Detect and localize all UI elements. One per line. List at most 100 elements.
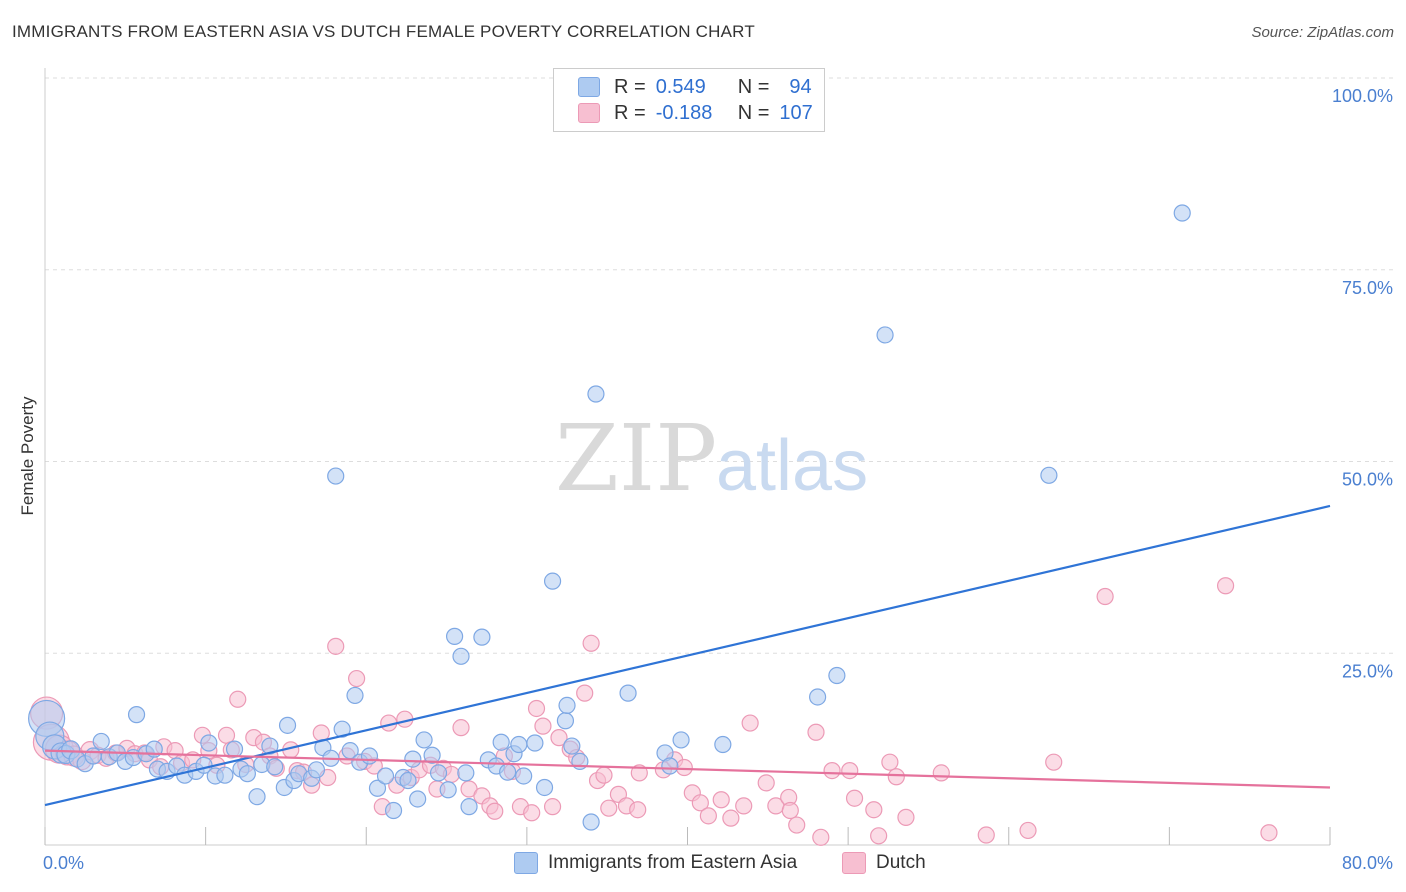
point-dutch[interactable] [712,791,730,809]
point-eastern-asia[interactable] [876,326,894,344]
point-dutch[interactable] [582,634,600,652]
point-dutch[interactable] [977,826,995,844]
point-eastern-asia[interactable] [404,750,422,768]
point-dutch[interactable] [576,684,594,702]
point-dutch[interactable] [523,804,541,822]
point-eastern-asia[interactable] [828,666,846,685]
point-eastern-asia[interactable] [460,798,478,816]
point-dutch[interactable] [543,798,562,816]
point-eastern-asia[interactable] [535,778,554,797]
grid-layer [45,77,1394,654]
point-dutch[interactable] [823,762,841,780]
point-dutch[interactable] [1096,587,1114,606]
legend-item-dutch[interactable]: Dutch [842,852,926,874]
point-eastern-asia[interactable] [515,767,533,785]
point-eastern-asia[interactable] [619,684,637,702]
point-eastern-asia[interactable] [307,761,326,779]
point-eastern-asia[interactable] [261,737,279,755]
point-eastern-asia[interactable] [216,766,234,784]
point-eastern-asia[interactable] [452,647,470,665]
point-eastern-asia[interactable] [558,696,576,715]
point-dutch[interactable] [1216,577,1235,595]
point-dutch[interactable] [722,809,740,827]
point-dutch[interactable] [1019,821,1037,840]
point-dutch[interactable] [807,723,825,741]
point-eastern-asia[interactable] [368,779,387,797]
point-eastern-asia[interactable] [127,706,146,724]
point-dutch[interactable] [595,766,613,784]
point-dutch[interactable] [1260,824,1278,842]
point-dutch[interactable] [881,753,899,771]
point-eastern-asia[interactable] [526,734,544,752]
point-dutch[interactable] [348,669,366,688]
point-eastern-asia[interactable] [399,771,417,790]
point-dutch[interactable] [327,637,345,655]
point-dutch[interactable] [741,714,759,732]
point-eastern-asia[interactable] [238,765,256,783]
point-eastern-asia[interactable] [384,801,403,820]
point-eastern-asia[interactable] [92,732,110,751]
point-dutch[interactable] [1045,753,1063,771]
point-eastern-asia[interactable] [672,731,690,749]
point-dutch[interactable] [691,794,709,812]
point-eastern-asia[interactable] [499,763,517,781]
point-eastern-asia[interactable] [661,757,679,775]
point-dutch[interactable] [527,699,546,718]
point-dutch[interactable] [845,789,864,807]
point-eastern-asia[interactable] [445,627,464,645]
point-eastern-asia[interactable] [360,747,379,765]
point-dutch[interactable] [812,828,830,846]
point-eastern-asia[interactable] [473,628,491,646]
point-dutch[interactable] [550,729,568,747]
point-eastern-asia[interactable] [510,735,528,754]
point-eastern-asia[interactable] [225,740,244,758]
point-eastern-asia[interactable] [556,712,575,730]
point-dutch[interactable] [629,801,647,819]
point-dutch[interactable] [229,690,247,708]
point-dutch[interactable] [630,764,648,782]
point-dutch[interactable] [865,801,883,819]
point-eastern-asia[interactable] [1040,466,1058,484]
point-eastern-asia[interactable] [415,731,433,749]
point-eastern-asia[interactable] [327,467,345,485]
point-eastern-asia[interactable] [492,733,510,751]
point-eastern-asia[interactable] [333,720,351,738]
point-eastern-asia[interactable] [809,688,827,706]
point-dutch[interactable] [870,827,888,845]
point-dutch[interactable] [534,717,552,735]
point-eastern-asia[interactable] [587,385,605,403]
point-eastern-asia[interactable] [563,737,581,755]
point-eastern-asia[interactable] [376,767,395,785]
point-eastern-asia[interactable] [266,758,284,776]
point-eastern-asia[interactable] [278,716,297,734]
point-eastern-asia[interactable] [248,788,266,806]
point-eastern-asia[interactable] [429,764,448,782]
point-dutch[interactable] [887,768,905,786]
legend-r-value: 0.549 [655,75,706,98]
point-dutch[interactable] [735,797,753,815]
y-tick-label: 75.0% [1342,278,1393,298]
legend-item-eastern-asia[interactable]: Immigrants from Eastern Asia [514,852,797,874]
point-eastern-asia[interactable] [84,747,102,765]
point-eastern-asia[interactable] [439,781,457,799]
point-dutch[interactable] [897,808,915,826]
point-dutch[interactable] [757,774,775,792]
point-dutch[interactable] [600,799,618,817]
point-dutch[interactable] [788,816,806,834]
point-dutch[interactable] [699,807,717,825]
point-eastern-asia[interactable] [423,746,441,764]
point-dutch[interactable] [781,801,799,820]
point-eastern-asia[interactable] [346,686,364,705]
point-dutch[interactable] [932,764,950,782]
point-eastern-asia[interactable] [714,735,732,754]
point-dutch[interactable] [452,719,470,737]
point-eastern-asia[interactable] [1173,204,1191,222]
point-eastern-asia[interactable] [543,572,562,590]
point-eastern-asia[interactable] [582,813,600,831]
point-dutch[interactable] [841,762,859,780]
point-dutch[interactable] [675,758,693,777]
point-eastern-asia[interactable] [200,734,218,752]
point-eastern-asia[interactable] [409,790,427,808]
point-eastern-asia[interactable] [457,764,475,782]
point-dutch[interactable] [486,802,504,820]
